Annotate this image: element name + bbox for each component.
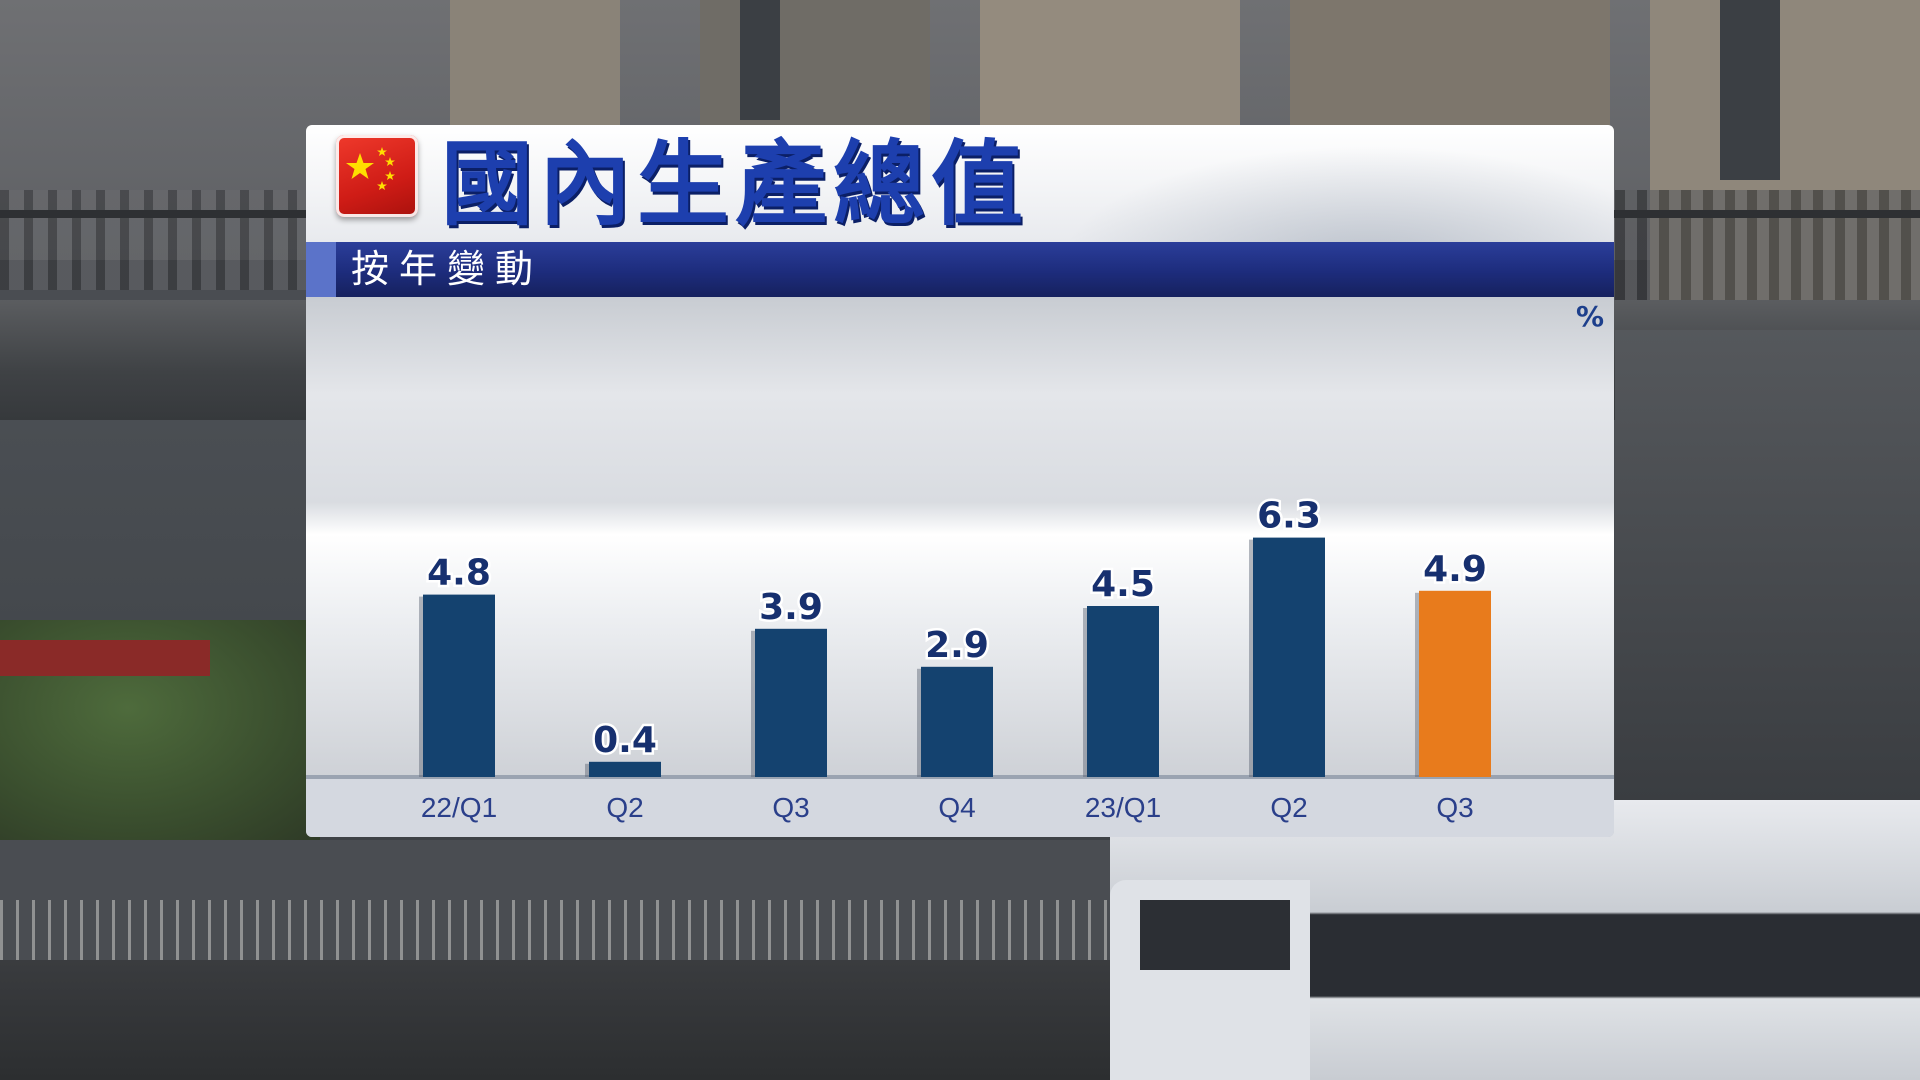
bar-shadow: [585, 763, 589, 777]
gdp-chart-panel: 國內生產總值 按年變動 4.8 22/Q1 0.4 Q2 3.9 Q3 2.9 Q4 4.5 23…: [306, 125, 1614, 837]
bar-6: [1253, 537, 1325, 777]
bar-2: [589, 761, 661, 777]
bar-shadow: [419, 596, 423, 777]
chart-subtitle: 按年變動: [351, 247, 544, 291]
bar-3: [755, 628, 827, 777]
data-label-4: 2.9: [925, 625, 989, 666]
bar-5: [1087, 606, 1159, 777]
data-label-7: 4.9: [1423, 549, 1487, 590]
title-swoosh-decoration: [1006, 125, 1614, 242]
x-tick-label-1: 22/Q1: [421, 792, 497, 823]
bar-7: [1419, 590, 1491, 777]
x-tick-label-7: Q3: [1436, 792, 1473, 823]
chart-title: 國內生產總值: [441, 131, 1030, 238]
data-label-6: 6.3: [1257, 496, 1321, 537]
bar-shadow: [917, 668, 921, 777]
x-tick-label-3: Q3: [772, 792, 809, 823]
subtitle-band: 按年變動: [306, 242, 1614, 297]
bar-4: [921, 666, 993, 777]
x-tick-label-5: 23/Q1: [1085, 792, 1161, 823]
china-flag-icon: [336, 135, 418, 217]
bar-shadow: [751, 630, 755, 777]
bar-shadow: [1415, 592, 1419, 777]
data-label-3: 3.9: [759, 587, 823, 628]
x-tick-label-2: Q2: [606, 792, 643, 823]
bar-1: [423, 594, 495, 777]
plot-area: 4.8 22/Q1 0.4 Q2 3.9 Q3 2.9 Q4 4.5 23/Q1 6.3 Q2 4.9 Q…: [306, 297, 1614, 837]
title-band: 國內生產總值: [306, 125, 1614, 242]
data-label-1: 4.8: [427, 553, 491, 594]
unit-label: %: [1575, 300, 1604, 333]
bar-chart: 4.8 22/Q1 0.4 Q2 3.9 Q3 2.9 Q4 4.5 23/Q1 6.3 Q2 4.9 Q…: [306, 493, 1614, 837]
data-label-2: 0.4: [593, 720, 657, 761]
x-tick-label-4: Q4: [938, 792, 975, 823]
x-tick-label-6: Q2: [1270, 792, 1307, 823]
x-axis-band: [306, 777, 1614, 837]
bar-shadow: [1249, 539, 1253, 777]
bar-shadow: [1083, 608, 1087, 777]
data-label-5: 4.5: [1091, 564, 1155, 605]
subtitle-accent-bar: [306, 242, 336, 297]
